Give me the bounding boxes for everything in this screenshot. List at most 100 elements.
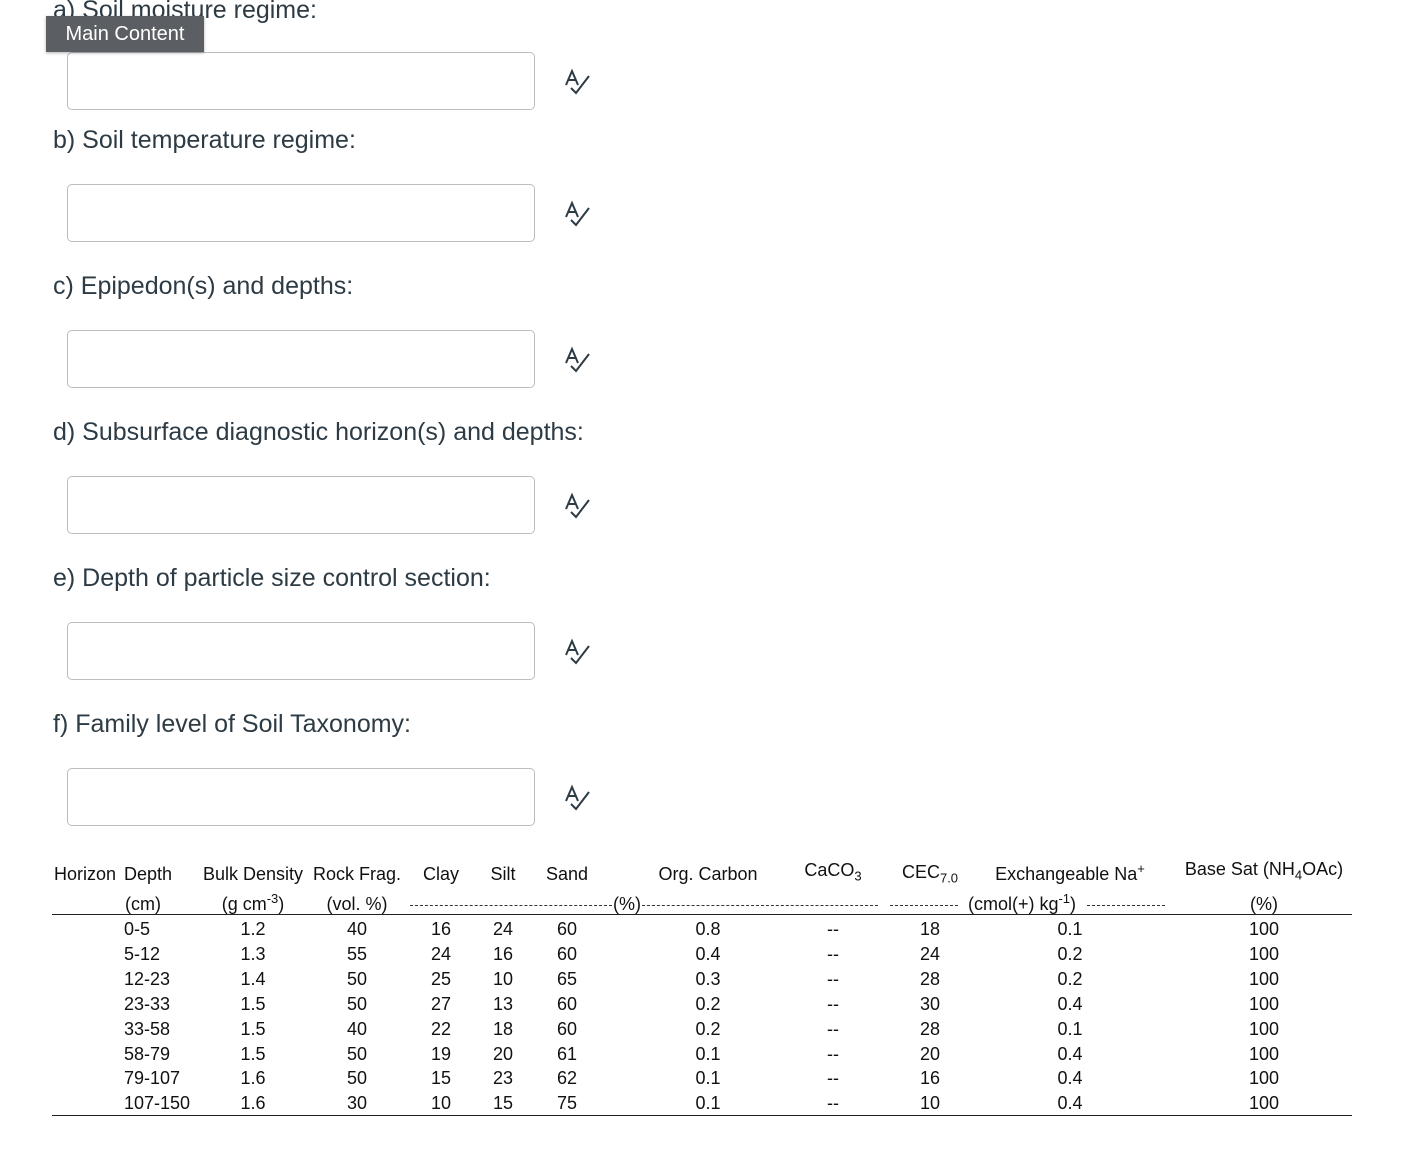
table-cell: 1.5 — [240, 993, 266, 1014]
column-header: Base Sat (NH4OAc) — [1184, 858, 1343, 883]
column-header: Silt — [490, 863, 515, 885]
spellcheck-icon[interactable] — [562, 344, 592, 374]
table-cell: -- — [827, 993, 839, 1014]
answer-input[interactable] — [67, 184, 535, 242]
table-cell: 28 — [919, 1018, 941, 1039]
question-label: c) Epipedon(s) and depths: — [53, 272, 354, 300]
text-segment: (vol. %) — [326, 894, 388, 914]
spellcheck-icon[interactable] — [562, 490, 592, 520]
text-segment: Silt — [490, 864, 516, 884]
answer-input[interactable] — [67, 330, 535, 388]
table-cell: 100 — [1248, 1093, 1280, 1114]
answer-input[interactable] — [67, 622, 535, 680]
text-segment: Exchangeable Na — [995, 864, 1138, 884]
table-cell: 1.5 — [240, 1018, 266, 1039]
table-cell: 0.1 — [1057, 1018, 1083, 1039]
table-cell: 0-5 — [124, 919, 151, 939]
column-header: Depth — [124, 863, 172, 885]
text-segment: + — [1137, 861, 1145, 876]
answer-input[interactable] — [67, 52, 535, 110]
text-segment: Base Sat (NH — [1184, 859, 1295, 879]
answer-input[interactable] — [67, 476, 535, 534]
column-header: Sand — [546, 863, 588, 885]
table-cell: 0.4 — [1057, 993, 1083, 1014]
column-unit: (vol. %) — [326, 893, 387, 915]
spellcheck-icon[interactable] — [562, 66, 592, 96]
table-cell: -- — [827, 943, 839, 964]
tooltip: Main Content — [46, 16, 204, 52]
answer-input[interactable] — [67, 768, 535, 826]
table-cell: 19 — [430, 1043, 452, 1064]
table-cell: 50 — [346, 1068, 368, 1089]
table-cell: 20 — [919, 1043, 941, 1064]
text-segment: ) — [278, 894, 285, 914]
text-segment: (cmol(+) kg — [967, 894, 1059, 914]
text-segment: (%) — [613, 894, 641, 914]
text-segment: Depth — [124, 864, 173, 884]
table-cell: -- — [827, 1068, 839, 1089]
table-cell: 15 — [492, 1093, 514, 1114]
question-label: b) Soil temperature regime: — [53, 126, 356, 154]
table-cell: 22 — [430, 1018, 452, 1039]
text-segment: Bulk Density — [202, 864, 304, 884]
table-cell: 61 — [556, 1043, 578, 1064]
dashed-rule — [642, 905, 878, 906]
table-cell: 33-58 — [124, 1018, 171, 1039]
column-header: CaCO3 — [804, 859, 862, 884]
table-cell: 50 — [346, 1043, 368, 1064]
dashed-rule — [1087, 905, 1165, 906]
question-label: d) Subsurface diagnostic horizon(s) and … — [53, 418, 584, 446]
table-cell: 13 — [492, 993, 514, 1014]
table-cell: 0.1 — [695, 1043, 721, 1064]
question-label: f) Family level of Soil Taxonomy: — [53, 710, 411, 738]
text-segment: 7.0 — [939, 870, 959, 886]
table-cell: 100 — [1248, 1043, 1280, 1064]
column-unit: (g cm-3) — [221, 891, 285, 915]
table-cell: 100 — [1248, 919, 1280, 939]
table-cell: 0.2 — [695, 993, 721, 1014]
table-cell: 24 — [430, 943, 452, 964]
table-cell: 1.4 — [240, 968, 266, 989]
table-cell: 40 — [346, 919, 368, 939]
table-cell: 1.5 — [240, 1043, 266, 1064]
table-cell: 12-23 — [124, 968, 171, 989]
table-cell: 65 — [556, 968, 578, 989]
text-segment: -3 — [266, 891, 279, 906]
column-header: Clay — [423, 863, 459, 885]
table-cell: 20 — [492, 1043, 514, 1064]
table-cell: 75 — [556, 1093, 578, 1114]
text-segment: ) — [1070, 894, 1077, 914]
table-rule — [52, 914, 1352, 915]
table-cell: 24 — [919, 943, 941, 964]
table-cell: 0.1 — [695, 1093, 721, 1114]
column-unit: (%) — [613, 893, 641, 915]
table-rule — [52, 1115, 1352, 1116]
table-cell: -- — [827, 919, 839, 939]
text-segment: CaCO — [804, 860, 855, 880]
table-cell: 50 — [346, 993, 368, 1014]
table-cell: 100 — [1248, 1068, 1280, 1089]
column-header: Bulk Density — [203, 863, 303, 885]
table-cell: 58-79 — [124, 1043, 171, 1064]
text-segment: 3 — [854, 868, 862, 884]
table-cell: 0.4 — [695, 943, 721, 964]
text-segment: 4 — [1294, 867, 1303, 883]
table-cell: 30 — [919, 993, 941, 1014]
text-segment: Org. Carbon — [658, 864, 758, 884]
column-header: CEC7.0 — [902, 861, 959, 886]
text-segment: Clay — [422, 864, 460, 884]
spellcheck-icon[interactable] — [562, 636, 592, 666]
table-cell: 25 — [430, 968, 452, 989]
dashed-rule — [890, 905, 958, 906]
spellcheck-icon[interactable] — [562, 782, 592, 812]
table-cell: 100 — [1248, 968, 1280, 989]
table-cell: 10 — [430, 1093, 452, 1114]
table-cell: 30 — [346, 1093, 368, 1114]
text-segment: (g cm — [221, 894, 267, 914]
column-header: Horizon — [54, 863, 116, 885]
table-cell: 0.4 — [1057, 1093, 1083, 1114]
table-cell: 0.2 — [1057, 968, 1083, 989]
text-segment: Horizon — [54, 864, 117, 884]
spellcheck-icon[interactable] — [562, 198, 592, 228]
